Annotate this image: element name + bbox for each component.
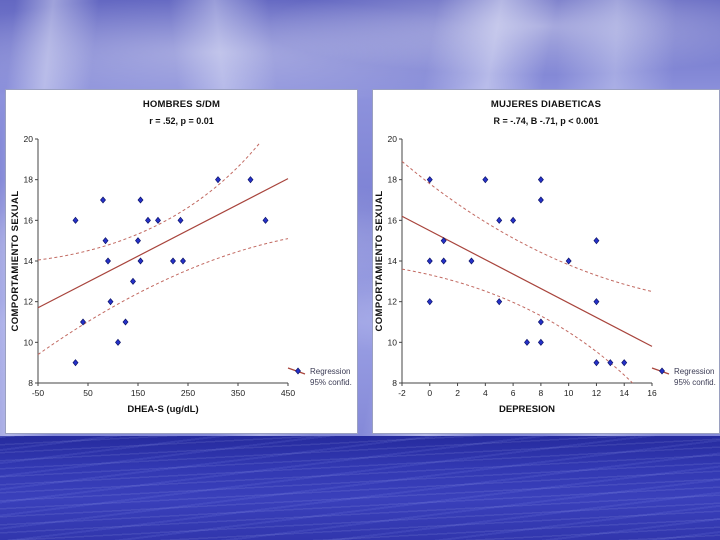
legend-label-confidence: 95% confid. bbox=[674, 378, 716, 387]
legend-label-regression: Regression bbox=[310, 367, 350, 376]
data-point-marker bbox=[104, 257, 111, 265]
y-tick-label: 8 bbox=[28, 378, 33, 388]
data-point-marker bbox=[72, 216, 78, 224]
data-point-marker bbox=[262, 216, 268, 224]
y-axis-title: COMPORTAMIENTO SEXUAL bbox=[374, 190, 385, 331]
data-point-marker bbox=[496, 298, 503, 306]
data-point-marker bbox=[144, 216, 151, 224]
confidence-band-lower bbox=[401, 268, 633, 384]
data-point-marker bbox=[426, 298, 433, 306]
data-point-marker bbox=[177, 216, 183, 224]
y-tick-label: 16 bbox=[388, 215, 398, 225]
y-axis-title: COMPORTAMIENTO SEXUAL bbox=[10, 190, 21, 331]
x-tick-label: 450 bbox=[280, 388, 294, 398]
y-tick-label: 20 bbox=[388, 134, 398, 144]
y-tick-label: 20 bbox=[23, 134, 33, 144]
data-point-marker bbox=[607, 359, 614, 367]
y-tick-label: 16 bbox=[23, 215, 33, 225]
regression-line bbox=[401, 215, 653, 347]
x-tick-label: -2 bbox=[398, 388, 406, 398]
left-chart-title: HOMBRES S/DM bbox=[142, 99, 221, 110]
data-point-marker bbox=[496, 216, 503, 224]
right-chart-subtitle: R = -.74, B -.71, p < 0.001 bbox=[493, 116, 599, 126]
x-tick-label: 4 bbox=[483, 388, 488, 398]
data-point-marker bbox=[102, 237, 108, 245]
y-tick-label: 8 bbox=[392, 378, 397, 388]
right-scatter-plot: 8 10 12 14 16 18 20 -2 0 2 4 6 8 10 12 14 16 DEPRESION COM… bbox=[374, 134, 716, 415]
data-point-marker bbox=[440, 237, 447, 245]
data-point-marker bbox=[99, 196, 106, 204]
x-tick-label: 0 bbox=[427, 388, 432, 398]
data-point-marker bbox=[79, 318, 86, 326]
data-point-marker bbox=[154, 216, 161, 224]
data-point-marker bbox=[440, 257, 447, 265]
data-point-marker bbox=[129, 277, 136, 285]
data-point-marker bbox=[524, 338, 530, 346]
data-point-marker bbox=[247, 176, 253, 184]
regression-line bbox=[37, 178, 288, 309]
data-point-marker bbox=[137, 196, 143, 204]
y-tick-label: 12 bbox=[23, 297, 33, 307]
x-tick-label: 10 bbox=[564, 388, 574, 398]
x-tick-label: 2 bbox=[455, 388, 460, 398]
data-point-marker bbox=[179, 257, 186, 265]
x-tick-label: 50 bbox=[83, 388, 93, 398]
data-point-marker bbox=[510, 216, 517, 224]
data-point-marker bbox=[107, 298, 113, 306]
y-tick-label: 10 bbox=[23, 337, 33, 347]
data-point-marker bbox=[426, 257, 433, 265]
data-point-marker bbox=[114, 338, 121, 346]
confidence-band-lower bbox=[37, 238, 288, 355]
data-point-marker bbox=[593, 359, 600, 367]
x-axis-title: DHEA-S (ug/dL) bbox=[127, 404, 198, 415]
x-tick-label: 14 bbox=[619, 388, 629, 398]
data-point-marker bbox=[482, 176, 489, 184]
data-point-marker bbox=[426, 176, 433, 184]
y-tick-label: 18 bbox=[388, 175, 398, 185]
confidence-band-upper bbox=[401, 160, 653, 292]
data-point-marker bbox=[72, 359, 78, 367]
data-point-marker bbox=[593, 237, 600, 245]
data-point-marker bbox=[137, 257, 143, 265]
confidence-band-upper bbox=[37, 141, 261, 261]
data-point-marker bbox=[537, 196, 544, 204]
x-tick-label: 150 bbox=[130, 388, 144, 398]
y-tick-label: 12 bbox=[388, 297, 398, 307]
data-point-marker bbox=[214, 176, 221, 184]
left-scatter-plot: 8 10 12 14 16 18 20 -50 50 150 250 350 450 DHEA-S (ug… bbox=[10, 134, 352, 415]
legend-marker-icon bbox=[294, 367, 301, 375]
legend-label-confidence: 95% confid. bbox=[310, 378, 352, 387]
right-chart-title: MUJERES DIABETICAS bbox=[490, 99, 602, 110]
left-chart-subtitle: r = .52, p = 0.01 bbox=[149, 116, 214, 126]
x-tick-label: -50 bbox=[31, 388, 44, 398]
data-point-marker bbox=[621, 359, 628, 367]
legend-marker-icon bbox=[659, 367, 665, 375]
x-tick-label: 6 bbox=[511, 388, 516, 398]
x-tick-label: 12 bbox=[592, 388, 602, 398]
x-axis-title: DEPRESION bbox=[499, 404, 555, 415]
data-point-marker bbox=[593, 298, 600, 306]
y-tick-label: 18 bbox=[23, 175, 33, 185]
legend-label-regression: Regression bbox=[674, 367, 714, 376]
x-tick-label: 350 bbox=[230, 388, 244, 398]
data-point-marker bbox=[134, 237, 141, 245]
x-tick-label: 250 bbox=[180, 388, 194, 398]
y-tick-label: 10 bbox=[388, 337, 398, 347]
x-tick-label: 8 bbox=[539, 388, 544, 398]
left-chart-panel: HOMBRES S/DM r = .52, p = 0.01 8 10 12 14 16… bbox=[5, 89, 358, 434]
right-chart-panel: MUJERES DIABETICAS R = -.74, B -.71, p <… bbox=[372, 89, 720, 434]
y-tick-label: 14 bbox=[23, 256, 33, 266]
data-point-marker bbox=[468, 257, 475, 265]
data-point-marker bbox=[122, 318, 128, 326]
data-point-marker bbox=[537, 338, 544, 346]
data-point-marker bbox=[537, 318, 544, 326]
data-point-marker bbox=[565, 257, 572, 265]
data-point-marker bbox=[537, 176, 544, 184]
data-point-marker bbox=[169, 257, 176, 265]
ocean-background bbox=[0, 436, 720, 540]
y-tick-label: 14 bbox=[388, 256, 398, 266]
x-tick-label: 16 bbox=[647, 388, 657, 398]
